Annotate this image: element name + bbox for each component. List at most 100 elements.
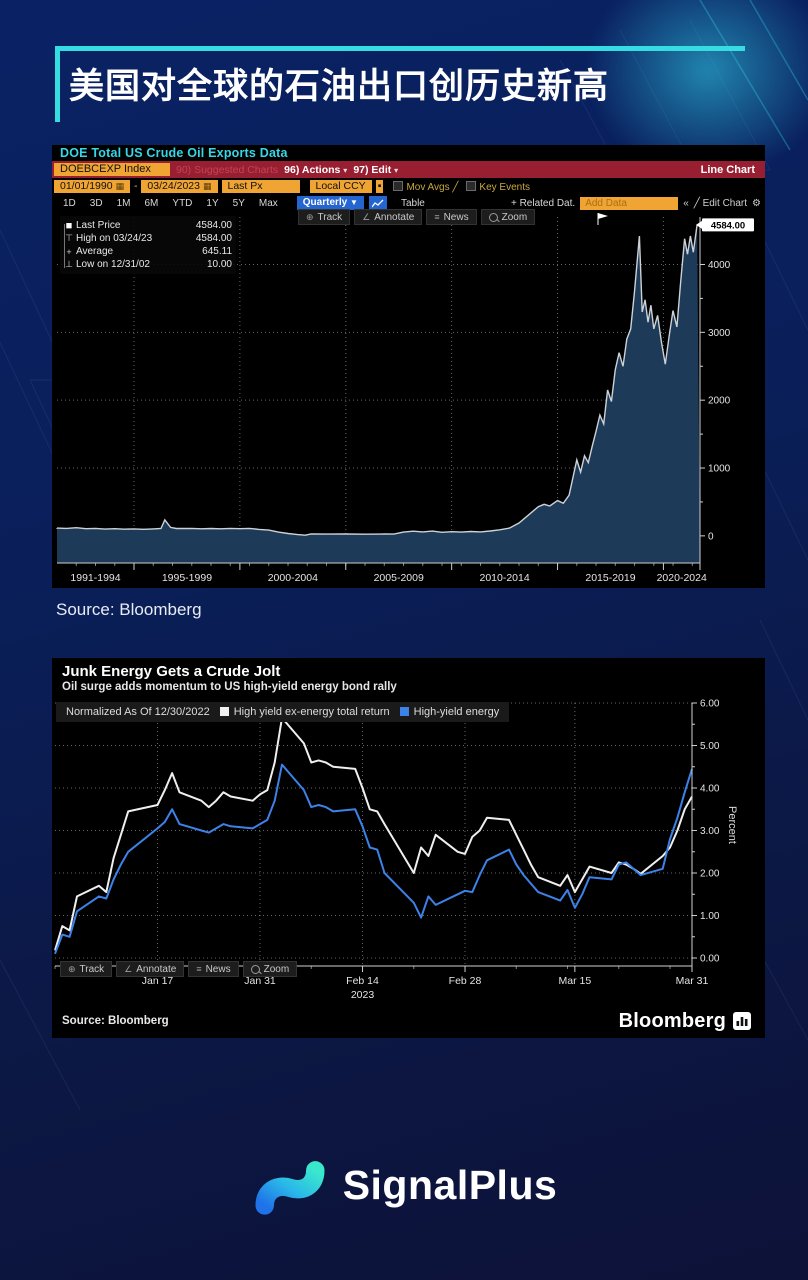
chevron-down-icon: ▼ [350,198,358,207]
svg-text:3.00: 3.00 [700,826,720,837]
range-tabs: 1D 3D 1M 6M YTD 1Y 5Y Max [56,198,285,209]
periodicity-dropdown[interactable]: Quarterly ▼ [296,196,364,210]
average-marker-icon: + [66,246,72,257]
news-button[interactable]: ≡ News [188,961,239,977]
chart-title: Junk Energy Gets a Crude Jolt [62,663,281,680]
svg-text:2015-2019: 2015-2019 [585,572,635,584]
legend-tree-line [64,224,65,268]
legend-row: ⊥ Low on 12/31/02 10.00 [62,258,232,271]
crude-exports-chart-area: 0 1000 2000 3000 4000 1991-1994 1995-1999 2000-… [52,209,765,591]
svg-text:6.00: 6.00 [700,699,720,710]
svg-text:1995-1999: 1995-1999 [162,572,212,584]
calendar-icon: ▦ [115,181,125,191]
price-type-field[interactable]: Last Px [221,180,300,193]
suggested-charts-button[interactable]: 90) Suggested Charts [176,163,279,176]
bloomberg-terminal-icon [733,1012,751,1030]
range-tab-1d[interactable]: 1D [63,197,76,209]
range-tab-1m[interactable]: 1M [116,197,131,209]
actions-menu-button[interactable]: 96) Actions ▾ [284,163,348,176]
zoom-button[interactable]: Zoom [242,961,298,977]
crude-exports-plot[interactable]: 0 1000 2000 3000 4000 1991-1994 1995-1999 2000-… [52,211,765,588]
currency-dropdown-button[interactable]: ▪ [375,180,384,193]
accent-bar-top [55,46,745,51]
add-data-input[interactable]: Add Data [580,196,679,210]
collapse-button[interactable]: « [683,197,689,209]
white-series-swatch [219,707,229,716]
svg-text:1.00: 1.00 [700,911,720,922]
date-separator: - [134,181,138,192]
edit-chart-button[interactable]: ╱ Edit Chart [693,197,748,209]
svg-text:0.00: 0.00 [700,954,720,965]
panel-footer: Source: Bloomberg Bloomberg [52,1004,765,1038]
chart-subtitle: Oil surge adds momentum to US high-yield… [62,681,397,693]
svg-text:1000: 1000 [708,464,731,475]
chart-toolbar: ⊕ Track ∠ Annotate ≡ News Zoom [298,209,536,225]
date-to-field[interactable]: 03/24/2023 ▦ [141,180,218,193]
chevron-down-icon: ▾ [343,165,348,175]
low-marker-icon: ⊥ [65,259,73,269]
zoom-button[interactable]: Zoom [480,209,536,225]
pencil-icon: ╱ [452,181,459,193]
svg-text:2005-2009: 2005-2009 [374,572,424,584]
svg-text:Jan 17: Jan 17 [142,975,174,987]
range-tab-ytd[interactable]: YTD [172,197,193,209]
currency-field[interactable]: Local CCY [309,180,372,193]
edit-menu-button[interactable]: 97) Edit ▾ [353,163,399,176]
terminal-range-row: 1D 3D 1M 6M YTD 1Y 5Y Max Quarterly ▼ Table + R… [52,195,765,211]
chart-toolbar: ⊕ Track ∠ Annotate ≡ News Zoom [60,961,298,977]
mov-avgs-toggle[interactable]: Mov Avgs ╱ [393,180,459,193]
source-label: Source: Bloomberg [62,1015,169,1027]
gear-icon[interactable]: ⚙ [752,197,761,209]
svg-text:2.00: 2.00 [700,869,720,880]
pencil-icon: ╱ [693,197,700,209]
range-tab-3d[interactable]: 3D [89,197,103,209]
normalized-note: Normalized As Of 12/30/2022 [66,706,210,718]
range-tab-6m[interactable]: 6M [144,197,159,209]
terminal-menu-bar: DOEBCEXP Index 90) Suggested Charts 96) … [52,161,765,178]
legend-series-1: High yield ex-energy total return [219,706,390,718]
related-data-button[interactable]: + Related Dat. [510,197,576,209]
brand-name: SignalPlus [342,1161,558,1208]
svg-text:Mar 31: Mar 31 [676,975,709,987]
svg-text:4000: 4000 [708,260,731,271]
track-button[interactable]: ⊕ Track [60,961,113,977]
high-marker-icon: ⊤ [65,233,73,243]
track-button[interactable]: ⊕ Track [298,209,351,225]
chart-style-button[interactable] [368,196,387,210]
track-icon: ⊕ [68,963,76,974]
annotate-icon: ∠ [362,211,371,222]
news-button[interactable]: ≡ News [426,209,477,225]
range-tab-5y[interactable]: 5Y [232,197,245,209]
checkbox-icon [466,180,477,191]
terminal-panel-crude-exports: DOE Total US Crude Oil Exports Data DOEB… [52,145,765,588]
svg-text:0: 0 [708,531,714,542]
legend-row: ⊤ High on 03/24/23 4584.00 [62,232,232,245]
bloomberg-logo: Bloomberg [619,1010,765,1033]
svg-text:2020-2024: 2020-2024 [657,572,707,584]
svg-text:Feb 28: Feb 28 [449,975,482,987]
svg-text:4584.00: 4584.00 [711,220,745,231]
svg-text:2000: 2000 [708,396,731,407]
table-button[interactable]: Table [400,197,425,209]
ticker-field[interactable]: DOEBCEXP Index [54,163,170,176]
date-from-field[interactable]: 01/01/1990 ▦ [54,180,131,193]
range-tab-max[interactable]: Max [258,197,278,209]
svg-text:Mar 15: Mar 15 [559,975,592,987]
key-events-toggle[interactable]: Key Events [466,180,530,193]
square-marker-icon: ■ [65,219,73,232]
junk-energy-chart-area: 0.00 1.00 2.00 3.00 4.00 5.00 6.00 Jan 17 Jan 31… [52,696,765,1029]
svg-text:3000: 3000 [708,328,731,339]
svg-text:1991-1994: 1991-1994 [70,572,120,584]
range-tab-1y[interactable]: 1Y [206,197,219,209]
headline-block: 美国对全球的石油出口创历史新高 [55,46,749,122]
terminal-panel-junk-energy: Junk Energy Gets a Crude Jolt Oil surge … [52,658,765,1038]
legend-row: ■ Last Price 4584.00 [62,219,232,232]
chart-type-label: Line Chart [700,163,755,176]
annotate-button[interactable]: ∠ Annotate [116,961,185,977]
blue-series-swatch [399,707,409,716]
svg-text:2010-2014: 2010-2014 [479,572,529,584]
svg-text:2023: 2023 [351,989,375,1001]
annotate-button[interactable]: ∠ Annotate [354,209,423,225]
zoom-icon [488,212,498,222]
terminal-chart-title: DOE Total US Crude Oil Exports Data [60,146,288,160]
